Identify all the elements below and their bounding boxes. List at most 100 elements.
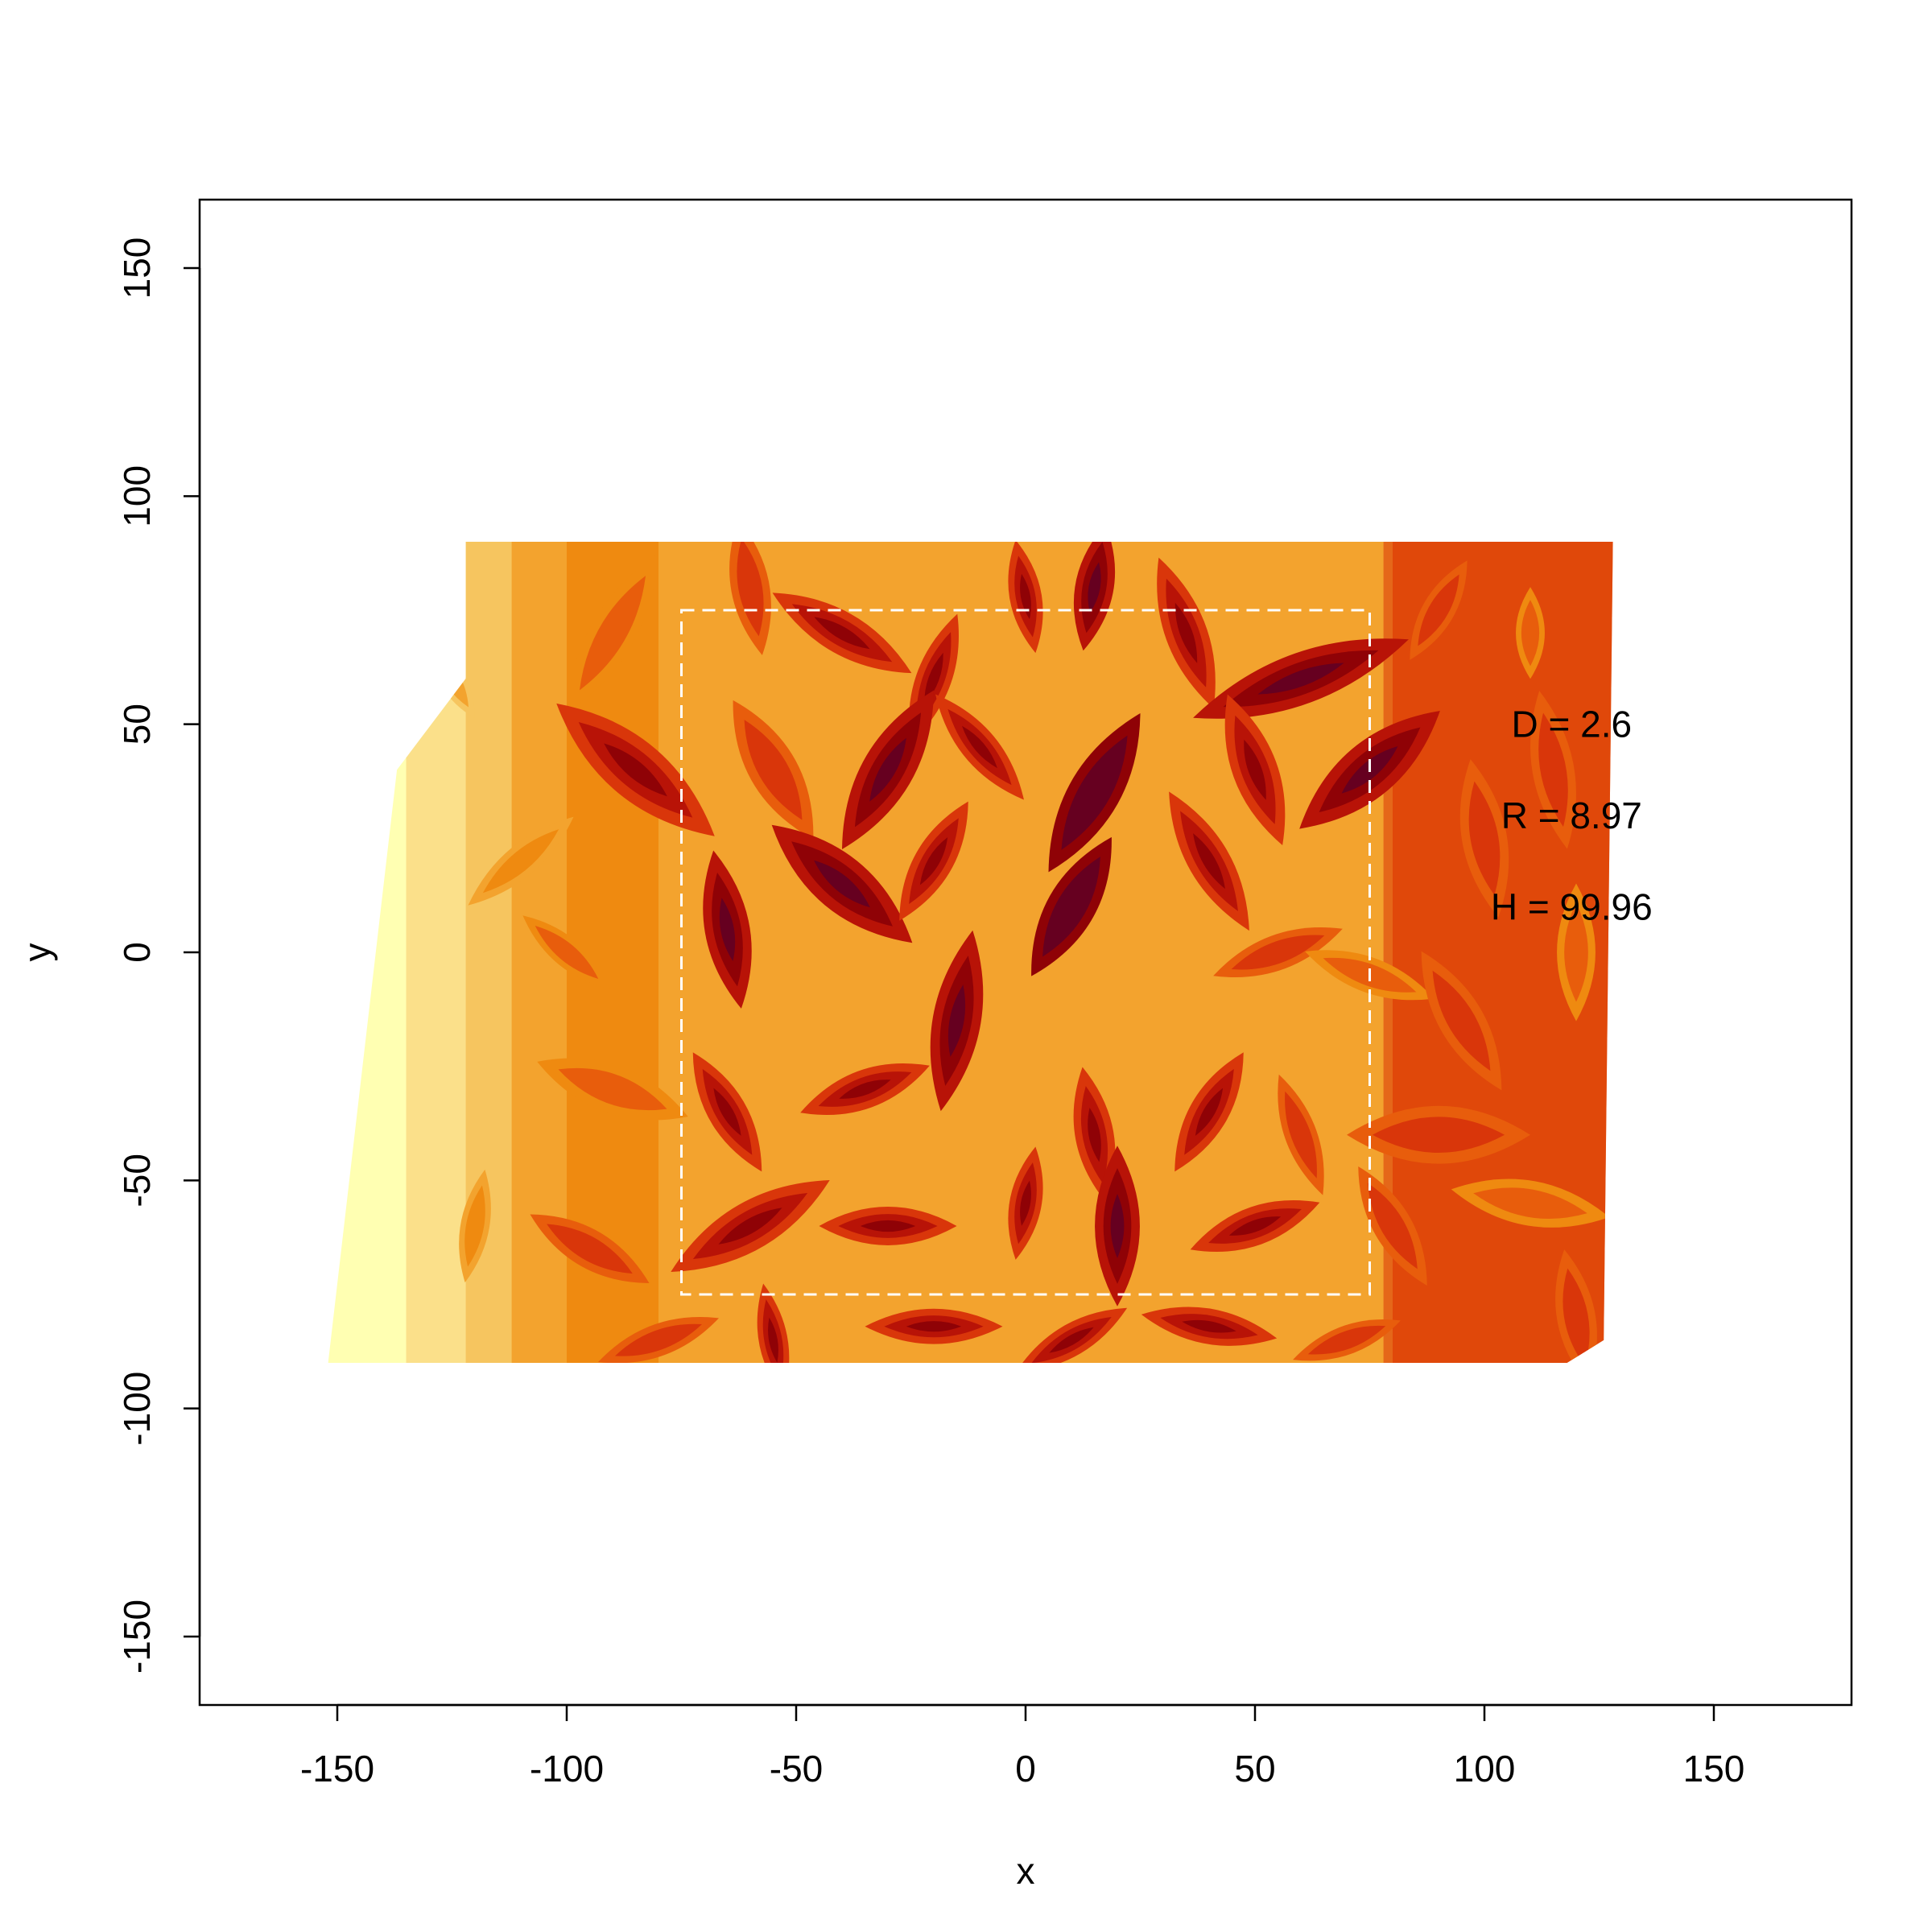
leaf-inner — [1368, 1183, 1418, 1269]
leaf-mark — [1157, 557, 1216, 709]
leaf-mark — [598, 1317, 719, 1363]
leaf-inner — [1468, 781, 1501, 896]
leaf-core — [1088, 562, 1101, 613]
y-tick-label: -50 — [116, 1154, 158, 1207]
leaf-mark — [1421, 951, 1502, 1091]
leaf-core — [906, 1321, 962, 1332]
leaf-mark — [800, 1063, 930, 1115]
leaf-mark — [1095, 1146, 1140, 1307]
leaf-mark — [1169, 791, 1249, 931]
leaf-mark — [1174, 1052, 1244, 1172]
leaf-mark — [1141, 1307, 1278, 1346]
leaf-core — [947, 985, 966, 1057]
leaf-mark — [865, 1308, 1003, 1344]
leaf-mark — [772, 592, 912, 674]
leaf-inner — [1564, 902, 1588, 1002]
leaf-inner — [482, 829, 559, 894]
leaf-core — [1088, 1108, 1101, 1162]
leaf-mark — [567, 553, 658, 713]
annotations: D = 2.6 R = 8.97 H = 99.96 — [1491, 704, 1653, 928]
x-tick-label: -100 — [530, 1748, 604, 1790]
leaf-mark — [729, 542, 771, 655]
y-tick-label: 100 — [116, 465, 158, 527]
leaf-core — [919, 837, 948, 886]
leaf-mark — [1557, 883, 1596, 1022]
leaf-core — [719, 898, 736, 961]
leaf-core — [1020, 1180, 1031, 1226]
heatmap-band — [328, 542, 407, 1363]
leaf-mark — [703, 850, 752, 1009]
leaf-mark — [1224, 694, 1286, 846]
leaf-mark — [819, 1207, 957, 1245]
leaf-mark — [1358, 1166, 1427, 1286]
leaf-inner — [1307, 1325, 1386, 1355]
x-tick-label: 0 — [1015, 1748, 1036, 1790]
leaf-inner — [1563, 1268, 1590, 1363]
leaf-core — [1174, 602, 1198, 663]
y-tick-label: -150 — [116, 1600, 158, 1674]
leaf-inner — [737, 542, 764, 637]
heatmap-band — [406, 542, 467, 1363]
leaf-core — [1182, 1319, 1236, 1333]
leaf-mark — [1190, 1200, 1320, 1252]
leaf-core — [1257, 663, 1344, 695]
leaf-mark — [522, 915, 611, 989]
leaf-mark — [692, 1052, 762, 1172]
leaf-inner — [558, 1067, 667, 1111]
leaf-core — [839, 1080, 891, 1099]
leaf-mark — [1278, 1074, 1324, 1195]
leaf-inner — [1473, 1187, 1587, 1220]
leaf-mark — [771, 824, 913, 943]
leaf-inner — [615, 1323, 702, 1356]
leaf-mark — [1008, 1146, 1043, 1260]
leaf-inner — [1521, 600, 1540, 667]
leaf-core — [869, 737, 906, 802]
leaf-inner — [535, 926, 599, 979]
leaf-mark — [757, 1283, 790, 1363]
heatmap-leaves — [429, 542, 1610, 1363]
leaf-core — [814, 860, 870, 908]
leaf-mark — [1008, 542, 1043, 654]
leaf-mark — [935, 694, 1024, 800]
leaf-inner — [579, 576, 646, 691]
leaf-core — [962, 725, 997, 769]
leaf-core — [814, 617, 870, 650]
leaf-mark — [671, 1180, 830, 1272]
leaf-core — [1075, 761, 1113, 825]
dashed-box — [680, 609, 1371, 1296]
leaf-core — [768, 1317, 778, 1363]
leaf-mark — [459, 1169, 491, 1283]
leaf-mark — [930, 930, 984, 1112]
leaf-core — [718, 1208, 782, 1245]
x-tick-label: -50 — [770, 1748, 823, 1790]
leaf-mark — [556, 703, 715, 836]
leaf-core — [1228, 1216, 1282, 1236]
leaf-mark — [1347, 1105, 1530, 1164]
annotation-text: R = 8.97 — [1501, 795, 1642, 836]
leaf-core — [1049, 1327, 1094, 1353]
leaf-inner — [1538, 712, 1568, 828]
leaf-mark — [1516, 587, 1545, 679]
leaf-mark — [1451, 1179, 1610, 1228]
leaf-inner — [1285, 1091, 1317, 1179]
leaf-mark — [537, 1058, 688, 1121]
x-tick-label: 50 — [1234, 1748, 1275, 1790]
leaf-mark — [1410, 560, 1468, 660]
leaf-mark — [1031, 836, 1112, 976]
leaf-mark — [1048, 712, 1141, 873]
leaf-inner — [547, 1224, 633, 1274]
leaf-inner — [1418, 574, 1459, 646]
leaf-mark — [1293, 1319, 1401, 1361]
leaf-mark — [1213, 927, 1343, 977]
leaf-core — [1020, 573, 1031, 620]
y-tick-label: 50 — [116, 704, 158, 745]
leaf-mark — [1073, 1067, 1116, 1203]
leaf-inner — [1372, 1117, 1505, 1153]
leaf-mark — [842, 690, 934, 850]
leaf-mark — [1193, 638, 1409, 719]
x-axis: -150 -100 -50 0 50 100 150 — [300, 1703, 1744, 1790]
y-tick-label: 150 — [116, 237, 158, 299]
leaf-core — [860, 1220, 916, 1232]
annotation-text: D = 2.6 — [1512, 704, 1633, 745]
